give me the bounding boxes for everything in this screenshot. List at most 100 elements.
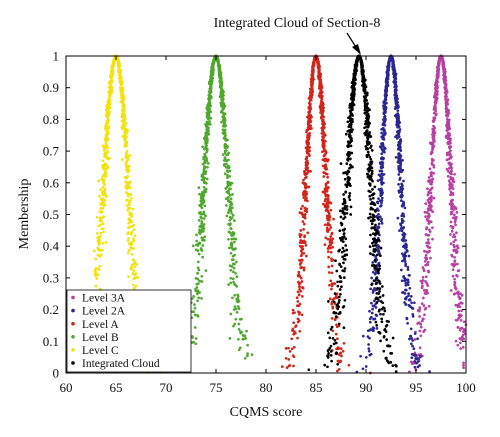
data-point [299,229,303,232]
data-point [324,157,328,161]
data-point [132,246,135,250]
data-point [445,151,449,155]
data-point [335,352,339,355]
data-point [219,80,223,84]
data-point [123,145,127,148]
data-point [95,232,99,235]
data-point [312,58,316,62]
data-point [102,230,105,234]
data-point [381,141,385,145]
data-point [456,343,460,347]
data-point [125,176,128,180]
data-point [305,164,309,168]
data-point [325,187,329,191]
data-point [377,246,380,250]
data-point [104,241,108,244]
data-point [424,292,428,295]
data-point [292,332,295,336]
data-point [133,273,136,277]
data-point [418,355,422,358]
data-point [424,280,427,283]
data-point [452,240,456,244]
data-point [401,291,405,294]
data-point [386,66,390,69]
data-point [296,300,300,303]
data-point [373,288,377,292]
data-point [427,216,431,219]
data-point [201,145,204,149]
data-point [363,108,367,112]
data-point [323,144,326,148]
data-point [126,192,130,196]
data-point [380,172,383,176]
data-point [228,169,232,173]
data-point [203,239,206,242]
data-point [368,353,372,357]
data-point [431,177,435,181]
data-point [378,199,382,203]
data-point [369,198,372,201]
data-point [200,230,203,234]
data-point [302,241,306,245]
data-point [194,248,198,252]
data-point [221,91,225,94]
data-point [285,366,289,369]
data-point [210,64,214,68]
data-point [330,284,334,288]
data-point [96,239,100,242]
data-point [344,132,348,136]
data-point [198,279,201,283]
data-point [451,177,455,180]
data-point [425,226,429,229]
data-point [432,196,436,200]
data-point [324,236,328,240]
data-point [341,349,345,353]
data-point [201,190,204,194]
data-point [104,175,108,178]
data-point [126,251,130,255]
data-point [379,339,382,343]
data-point [328,297,332,301]
data-point [329,279,333,283]
data-point [455,211,459,214]
data-point [396,216,400,220]
data-point [101,227,105,231]
data-point [458,315,462,319]
data-point [450,254,454,258]
data-point [319,101,323,105]
data-point [291,354,295,358]
data-point [125,150,129,153]
data-point [436,77,439,80]
data-point [345,211,349,215]
data-point [446,109,450,113]
data-point [460,302,464,305]
data-point [400,170,403,174]
data-point [321,190,325,194]
data-point [330,232,334,236]
data-point [391,57,394,61]
data-point [327,255,330,259]
data-point [234,317,238,321]
data-point [377,222,381,226]
data-point [428,228,431,232]
data-point [404,281,408,285]
data-point [422,304,426,307]
data-point [101,222,105,226]
data-point [321,164,325,168]
data-point [450,205,454,209]
data-point [127,206,130,210]
data-point [101,144,105,148]
data-point [371,207,375,211]
data-point [431,135,435,139]
data-point [430,171,434,175]
data-point [411,344,414,348]
data-point [228,223,232,226]
data-point [402,276,406,279]
data-point [132,269,136,273]
data-point [230,181,234,185]
data-point [343,298,347,302]
data-point [382,335,386,339]
data-point [297,319,301,322]
data-point [203,160,206,164]
data-point [409,334,413,338]
